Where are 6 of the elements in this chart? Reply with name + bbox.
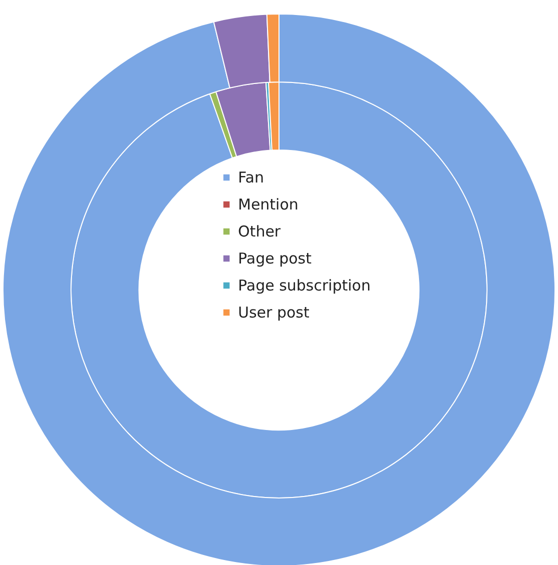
legend-label: Page post: [238, 250, 312, 268]
legend-label: Page subscription: [238, 276, 371, 294]
legend-label: Other: [238, 222, 282, 240]
legend-label: Mention: [238, 196, 298, 214]
legend-label: User post: [238, 304, 310, 322]
legend-label: Fan: [238, 168, 264, 186]
